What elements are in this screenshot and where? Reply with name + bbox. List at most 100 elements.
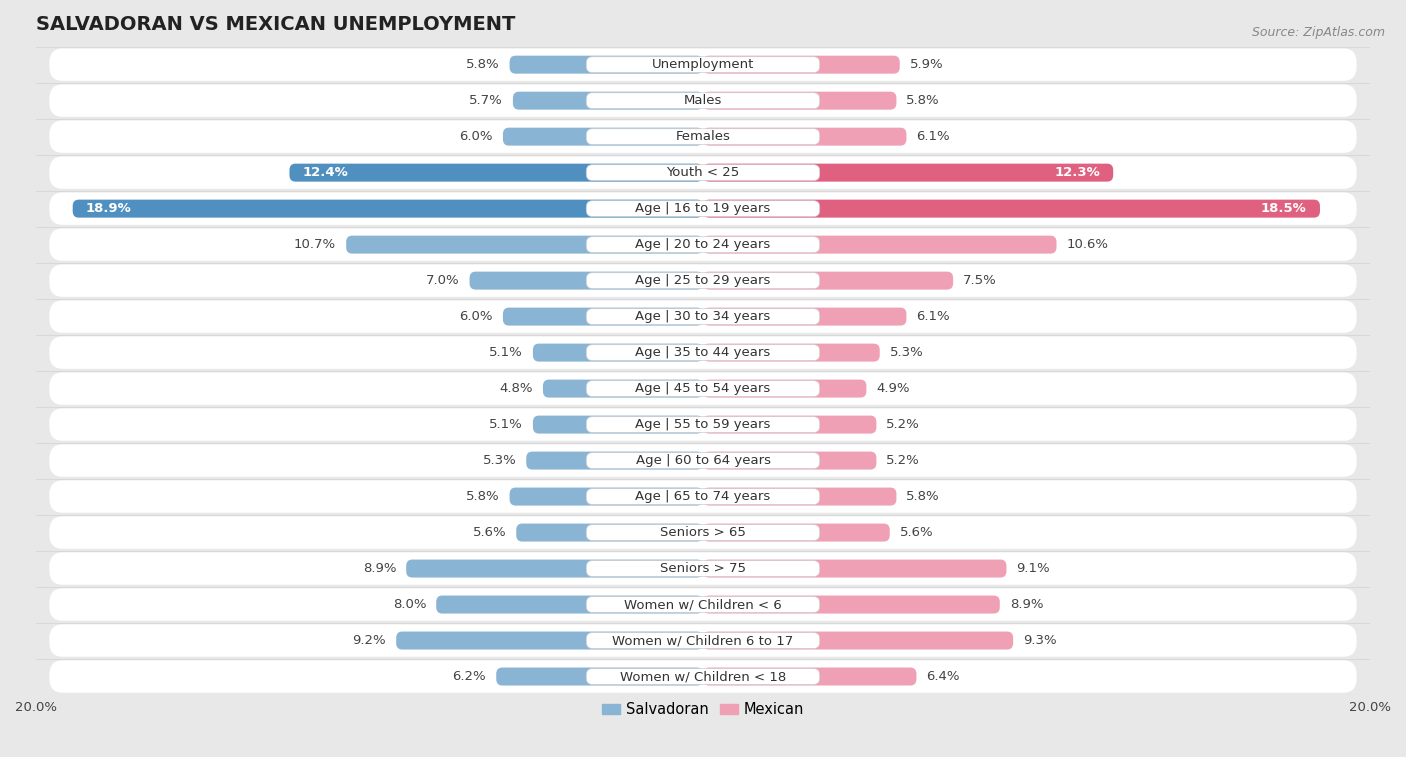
Text: Women w/ Children 6 to 17: Women w/ Children 6 to 17 (613, 634, 793, 647)
FancyBboxPatch shape (703, 272, 953, 290)
Text: 5.8%: 5.8% (907, 490, 941, 503)
Text: Age | 16 to 19 years: Age | 16 to 19 years (636, 202, 770, 215)
Text: Age | 30 to 34 years: Age | 30 to 34 years (636, 310, 770, 323)
Text: 10.7%: 10.7% (294, 238, 336, 251)
FancyBboxPatch shape (290, 164, 703, 182)
Text: Women w/ Children < 6: Women w/ Children < 6 (624, 598, 782, 611)
FancyBboxPatch shape (49, 408, 1357, 441)
FancyBboxPatch shape (703, 200, 1320, 217)
Text: 4.8%: 4.8% (499, 382, 533, 395)
Text: Age | 45 to 54 years: Age | 45 to 54 years (636, 382, 770, 395)
Text: 8.0%: 8.0% (392, 598, 426, 611)
Text: 6.0%: 6.0% (460, 310, 494, 323)
Text: Age | 25 to 29 years: Age | 25 to 29 years (636, 274, 770, 287)
FancyBboxPatch shape (49, 48, 1357, 81)
FancyBboxPatch shape (703, 559, 1007, 578)
FancyBboxPatch shape (543, 379, 703, 397)
FancyBboxPatch shape (533, 344, 703, 362)
FancyBboxPatch shape (703, 164, 1114, 182)
FancyBboxPatch shape (703, 344, 880, 362)
FancyBboxPatch shape (396, 631, 703, 650)
Text: 5.8%: 5.8% (465, 490, 499, 503)
Text: Age | 65 to 74 years: Age | 65 to 74 years (636, 490, 770, 503)
FancyBboxPatch shape (49, 157, 1357, 188)
FancyBboxPatch shape (586, 597, 820, 612)
Text: 6.1%: 6.1% (917, 310, 950, 323)
FancyBboxPatch shape (703, 524, 890, 541)
Text: 12.3%: 12.3% (1054, 166, 1099, 179)
Text: Seniors > 65: Seniors > 65 (659, 526, 747, 539)
Text: 9.1%: 9.1% (1017, 562, 1050, 575)
FancyBboxPatch shape (496, 668, 703, 686)
Text: 5.1%: 5.1% (489, 418, 523, 431)
Text: 5.3%: 5.3% (890, 346, 924, 359)
FancyBboxPatch shape (703, 596, 1000, 613)
FancyBboxPatch shape (703, 235, 1056, 254)
FancyBboxPatch shape (586, 668, 820, 684)
FancyBboxPatch shape (470, 272, 703, 290)
FancyBboxPatch shape (703, 307, 907, 326)
FancyBboxPatch shape (586, 93, 820, 108)
Text: 5.6%: 5.6% (900, 526, 934, 539)
FancyBboxPatch shape (586, 453, 820, 469)
FancyBboxPatch shape (49, 372, 1357, 405)
FancyBboxPatch shape (533, 416, 703, 434)
Text: 9.2%: 9.2% (353, 634, 387, 647)
FancyBboxPatch shape (586, 525, 820, 540)
FancyBboxPatch shape (526, 452, 703, 469)
Text: 6.1%: 6.1% (917, 130, 950, 143)
Text: 7.5%: 7.5% (963, 274, 997, 287)
Text: Females: Females (675, 130, 731, 143)
Text: 5.3%: 5.3% (482, 454, 516, 467)
Text: 5.2%: 5.2% (886, 418, 920, 431)
Text: 5.7%: 5.7% (470, 94, 503, 107)
FancyBboxPatch shape (49, 444, 1357, 477)
FancyBboxPatch shape (509, 488, 703, 506)
Text: 5.2%: 5.2% (886, 454, 920, 467)
FancyBboxPatch shape (703, 668, 917, 686)
FancyBboxPatch shape (49, 85, 1357, 117)
FancyBboxPatch shape (49, 553, 1357, 584)
Text: 10.6%: 10.6% (1067, 238, 1108, 251)
Text: 6.4%: 6.4% (927, 670, 960, 683)
Text: Age | 55 to 59 years: Age | 55 to 59 years (636, 418, 770, 431)
FancyBboxPatch shape (406, 559, 703, 578)
Text: SALVADORAN VS MEXICAN UNEMPLOYMENT: SALVADORAN VS MEXICAN UNEMPLOYMENT (37, 15, 516, 34)
FancyBboxPatch shape (586, 57, 820, 73)
Text: 5.8%: 5.8% (907, 94, 941, 107)
FancyBboxPatch shape (586, 201, 820, 217)
FancyBboxPatch shape (586, 489, 820, 504)
FancyBboxPatch shape (436, 596, 703, 613)
Text: Age | 60 to 64 years: Age | 60 to 64 years (636, 454, 770, 467)
Text: Youth < 25: Youth < 25 (666, 166, 740, 179)
FancyBboxPatch shape (49, 264, 1357, 297)
Text: 5.9%: 5.9% (910, 58, 943, 71)
FancyBboxPatch shape (49, 192, 1357, 225)
Text: 5.1%: 5.1% (489, 346, 523, 359)
Text: 4.9%: 4.9% (876, 382, 910, 395)
FancyBboxPatch shape (586, 633, 820, 649)
FancyBboxPatch shape (586, 416, 820, 432)
Legend: Salvadoran, Mexican: Salvadoran, Mexican (596, 696, 810, 723)
Text: 12.4%: 12.4% (302, 166, 349, 179)
FancyBboxPatch shape (516, 524, 703, 541)
FancyBboxPatch shape (503, 307, 703, 326)
FancyBboxPatch shape (703, 92, 897, 110)
FancyBboxPatch shape (49, 588, 1357, 621)
FancyBboxPatch shape (586, 237, 820, 253)
Text: 8.9%: 8.9% (1010, 598, 1043, 611)
Text: Age | 20 to 24 years: Age | 20 to 24 years (636, 238, 770, 251)
FancyBboxPatch shape (586, 309, 820, 325)
FancyBboxPatch shape (49, 625, 1357, 657)
Text: Seniors > 75: Seniors > 75 (659, 562, 747, 575)
FancyBboxPatch shape (586, 561, 820, 577)
Text: Source: ZipAtlas.com: Source: ZipAtlas.com (1251, 26, 1385, 39)
FancyBboxPatch shape (49, 120, 1357, 153)
FancyBboxPatch shape (503, 128, 703, 145)
FancyBboxPatch shape (49, 516, 1357, 549)
FancyBboxPatch shape (346, 235, 703, 254)
FancyBboxPatch shape (703, 128, 907, 145)
Text: 18.9%: 18.9% (86, 202, 132, 215)
FancyBboxPatch shape (703, 452, 876, 469)
Text: Unemployment: Unemployment (652, 58, 754, 71)
